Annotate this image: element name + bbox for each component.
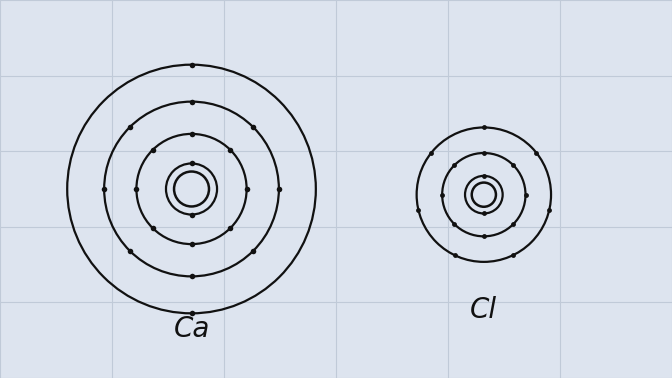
Text: Ca: Ca	[173, 315, 210, 343]
Text: Cl: Cl	[470, 296, 497, 324]
